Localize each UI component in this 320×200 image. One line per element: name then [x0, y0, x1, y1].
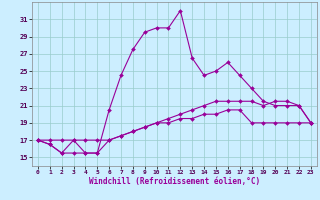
X-axis label: Windchill (Refroidissement éolien,°C): Windchill (Refroidissement éolien,°C) — [89, 177, 260, 186]
